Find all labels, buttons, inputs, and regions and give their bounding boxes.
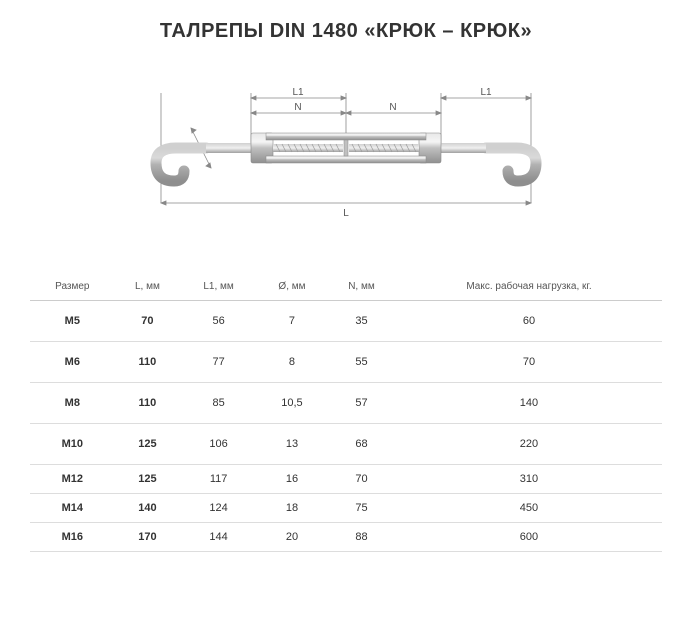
table-cell: 144 [180,523,257,552]
table-cell: 16 [257,465,327,494]
table-cell: 125 [115,465,181,494]
table-cell: 10,5 [257,383,327,424]
left-hook [156,148,206,181]
col-diameter: Ø, мм [257,273,327,301]
table-cell: 70 [327,465,396,494]
table-cell: 18 [257,494,327,523]
table-cell: 117 [180,465,257,494]
table-cell: 110 [115,342,181,383]
table-cell: M12 [30,465,115,494]
table-row: M161701442088600 [30,523,662,552]
table-row: M61107785570 [30,342,662,383]
table-cell: M8 [30,383,115,424]
table-row: M5705673560 [30,301,662,342]
turnbuckle-diagram: L1 L1 N N L Ø [30,73,662,233]
table-cell: 70 [115,301,181,342]
table-cell: 124 [180,494,257,523]
page-title: ТАЛРЕПЫ DIN 1480 «КРЮК – КРЮК» [30,20,662,43]
table-cell: 140 [115,494,181,523]
table-cell: 220 [396,424,662,465]
table-cell: 13 [257,424,327,465]
table-cell: 140 [396,383,662,424]
table-cell: 77 [180,342,257,383]
col-size: Размер [30,273,115,301]
table-cell: M16 [30,523,115,552]
table-cell: 450 [396,494,662,523]
dim-l: L [343,208,349,219]
table-row: M141401241875450 [30,494,662,523]
col-l: L, мм [115,273,181,301]
table-cell: 57 [327,383,396,424]
table-cell: 85 [180,383,257,424]
table-cell: 60 [396,301,662,342]
table-cell: M14 [30,494,115,523]
col-l1: L1, мм [180,273,257,301]
turnbuckle-body [251,133,441,163]
dim-n-left: N [294,102,301,113]
table-cell: 68 [327,424,396,465]
table-row: M101251061368220 [30,424,662,465]
table-row: M81108510,557140 [30,383,662,424]
table-cell: 170 [115,523,181,552]
table-cell: 56 [180,301,257,342]
dim-l1-left: L1 [292,87,304,98]
table-cell: 8 [257,342,327,383]
table-cell: 310 [396,465,662,494]
table-body: M5705673560M61107785570M81108510,557140M… [30,301,662,552]
table-cell: 106 [180,424,257,465]
table-row: M121251171670310 [30,465,662,494]
dim-n-right: N [389,102,396,113]
right-hook [486,148,536,181]
table-cell: 88 [327,523,396,552]
table-cell: 75 [327,494,396,523]
table-cell: M6 [30,342,115,383]
table-cell: 125 [115,424,181,465]
table-cell: M10 [30,424,115,465]
table-cell: 600 [396,523,662,552]
table-cell: 70 [396,342,662,383]
table-cell: 20 [257,523,327,552]
spec-table: Размер L, мм L1, мм Ø, мм N, мм Макс. ра… [30,273,662,552]
table-cell: 55 [327,342,396,383]
table-cell: 110 [115,383,181,424]
table-cell: 35 [327,301,396,342]
dim-l1-right: L1 [480,87,492,98]
table-cell: M5 [30,301,115,342]
col-load: Макс. рабочая нагрузка, кг. [396,273,662,301]
table-cell: 7 [257,301,327,342]
table-header-row: Размер L, мм L1, мм Ø, мм N, мм Макс. ра… [30,273,662,301]
turnbuckle-svg: L1 L1 N N L Ø [106,73,586,233]
col-n: N, мм [327,273,396,301]
